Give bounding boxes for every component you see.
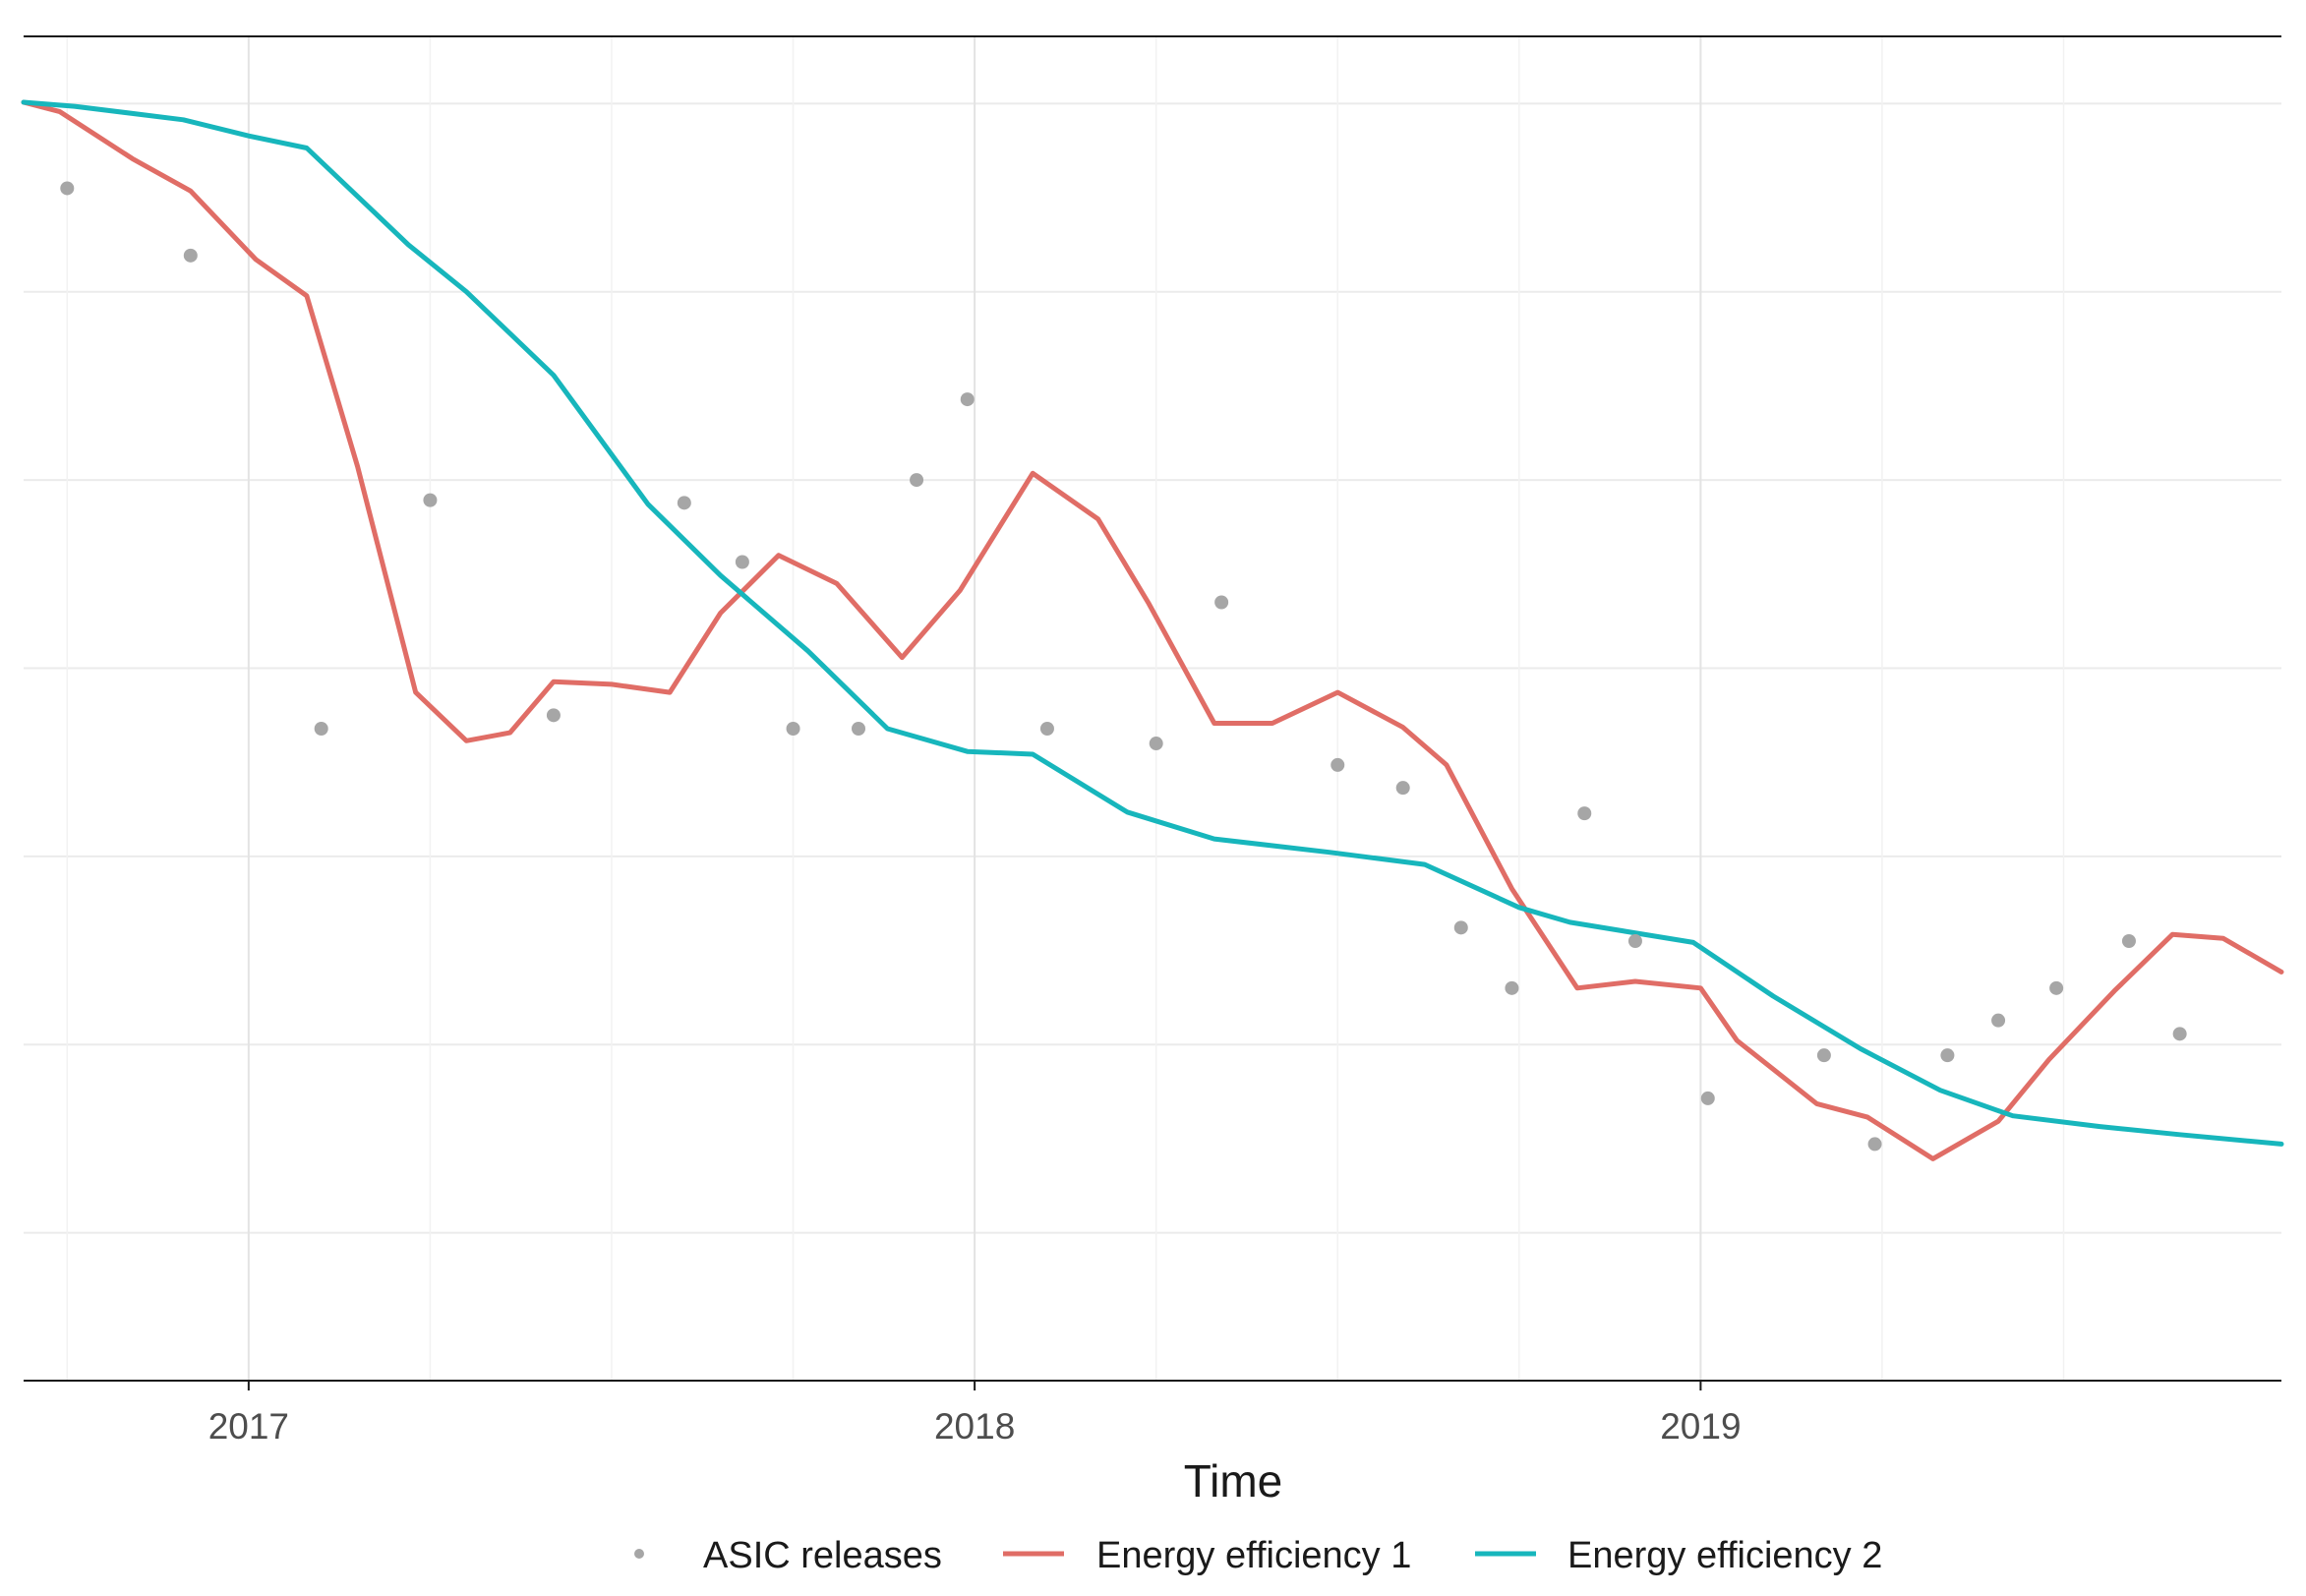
asic-release-point bbox=[1505, 980, 1519, 995]
asic-release-point bbox=[183, 248, 198, 263]
asic-release-point bbox=[1214, 595, 1229, 610]
series-line-energy-efficiency-1 bbox=[21, 99, 2284, 1161]
x-axis-title: Time bbox=[1184, 1455, 1283, 1507]
asic-release-point bbox=[677, 496, 691, 510]
asic-release-point bbox=[1395, 781, 1410, 796]
x-tick-label: 2018 bbox=[934, 1406, 1015, 1447]
asic-release-point bbox=[60, 181, 75, 196]
x-tick-label: 2019 bbox=[1660, 1406, 1741, 1447]
asic-release-point bbox=[1991, 1013, 2006, 1028]
grid-lines bbox=[24, 36, 2281, 1381]
plot-panel-background bbox=[24, 36, 2281, 1381]
asic-release-point bbox=[2121, 933, 2136, 948]
asic-release-point bbox=[2172, 1027, 2187, 1041]
asic-release-point bbox=[314, 722, 328, 737]
asic-release-point bbox=[1453, 920, 1468, 935]
asic-release-point bbox=[1149, 737, 1163, 751]
asic-release-point bbox=[1039, 722, 1054, 737]
asic-release-point bbox=[1330, 757, 1345, 772]
legend-label-energy-efficiency-2: Energy efficiency 2 bbox=[1567, 1535, 1882, 1576]
data-series bbox=[21, 99, 2284, 1161]
legend: ASIC releases Energy efficiency 1 Energy… bbox=[634, 1535, 1882, 1576]
asic-release-point bbox=[786, 722, 800, 737]
asic-release-point bbox=[1700, 1091, 1715, 1105]
legend-label-energy-efficiency-1: Energy efficiency 1 bbox=[1096, 1535, 1411, 1576]
legend-label-asic-releases: ASIC releases bbox=[703, 1535, 942, 1576]
asic-release-point bbox=[852, 722, 866, 737]
asic-release-point bbox=[423, 493, 438, 507]
asic-release-point bbox=[735, 555, 749, 569]
asic-release-point bbox=[910, 473, 924, 488]
x-axis-ticks: 2017 2018 2019 bbox=[208, 1381, 1742, 1447]
asic-release-point bbox=[2049, 980, 2064, 995]
asic-release-point bbox=[960, 392, 975, 407]
x-tick-label: 2017 bbox=[208, 1406, 289, 1447]
series-line-energy-efficiency-2 bbox=[21, 99, 2284, 1147]
asic-release-point bbox=[1577, 806, 1592, 821]
asic-release-point bbox=[1627, 933, 1642, 948]
asic-release-point bbox=[1867, 1137, 1882, 1152]
legend-key-asic-releases bbox=[634, 1549, 644, 1559]
asic-release-point bbox=[546, 708, 561, 723]
asic-release-point bbox=[1940, 1048, 1955, 1063]
asic-release-point bbox=[1816, 1048, 1831, 1063]
